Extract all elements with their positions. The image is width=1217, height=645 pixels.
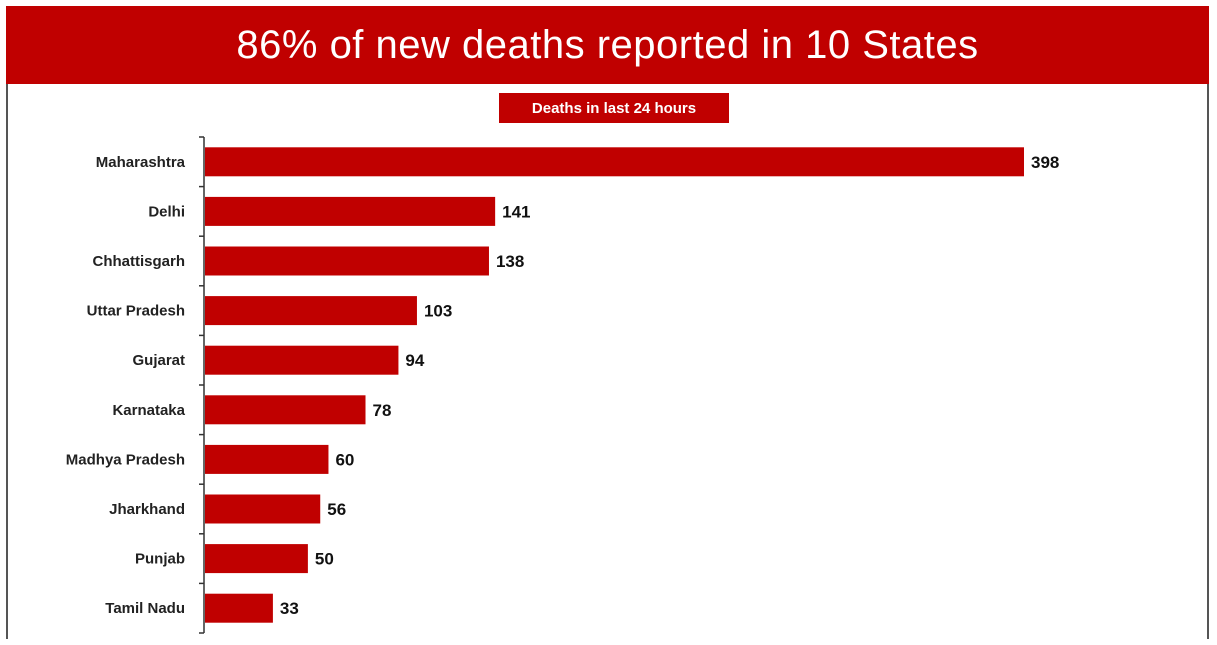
- category-label: Karnataka: [112, 402, 185, 419]
- data-label: 103: [424, 302, 452, 321]
- bar-gujarat: [205, 345, 399, 375]
- page-title: 86% of new deaths reported in 10 States: [236, 22, 979, 67]
- bar-uttar-pradesh: [205, 296, 417, 326]
- category-label: Delhi: [148, 203, 185, 220]
- category-label: Chhattisgarh: [92, 253, 185, 270]
- chart-bars: [205, 147, 1024, 623]
- slide-frame: [6, 6, 1209, 639]
- chart-axis: [199, 136, 205, 634]
- data-label: 141: [502, 202, 530, 221]
- bar-punjab: [205, 544, 308, 574]
- title-banner: 86% of new deaths reported in 10 States: [6, 6, 1209, 84]
- bar-tamil-nadu: [205, 593, 273, 623]
- category-label: Maharashtra: [96, 154, 186, 171]
- chart-value-labels: 398 141 138 103 94 78 60 56 50 33: [280, 153, 1059, 618]
- data-label: 78: [373, 401, 392, 420]
- data-label: 138: [496, 252, 524, 271]
- data-label: 56: [327, 500, 346, 519]
- category-label: Jharkhand: [109, 501, 185, 518]
- bar-madhya-pradesh: [205, 444, 329, 474]
- data-label: 50: [315, 550, 334, 569]
- category-label: Gujarat: [132, 352, 185, 369]
- category-label: Punjab: [135, 551, 185, 568]
- chart-subtitle-badge: Deaths in last 24 hours: [499, 93, 729, 123]
- category-label: Uttar Pradesh: [87, 303, 185, 320]
- data-label: 94: [405, 351, 424, 370]
- bar-maharashtra: [205, 147, 1024, 177]
- data-label: 33: [280, 599, 299, 618]
- data-label: 60: [335, 450, 354, 469]
- chart-category-labels: Maharashtra Delhi Chhattisgarh Uttar Prades…: [66, 154, 186, 617]
- bar-delhi: [205, 196, 496, 226]
- bar-chhattisgarh: [205, 246, 489, 276]
- category-label: Tamil Nadu: [105, 600, 185, 617]
- data-label: 398: [1031, 153, 1059, 172]
- bar-karnataka: [205, 395, 366, 425]
- category-label: Madhya Pradesh: [66, 451, 185, 468]
- bar-jharkhand: [205, 494, 321, 524]
